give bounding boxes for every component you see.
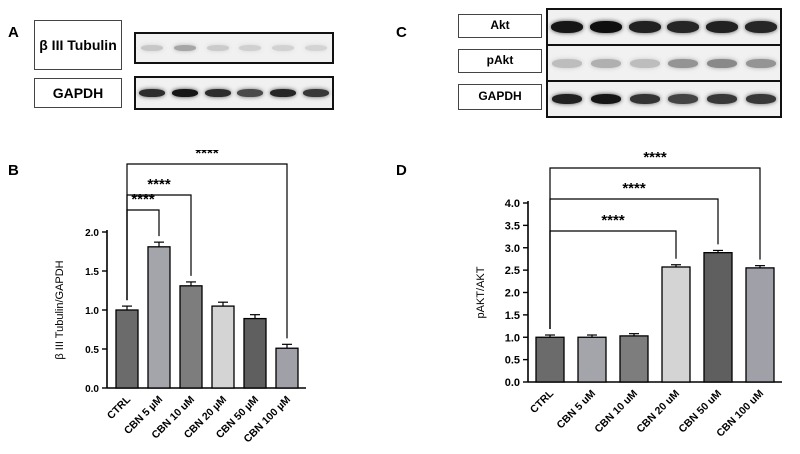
blot-band — [141, 45, 164, 51]
chart-d: 0.00.51.01.52.02.53.03.54.0pAKT/AKTCTRLC… — [475, 150, 782, 439]
y-tick-label: 2.0 — [505, 288, 520, 300]
blot-band — [745, 94, 776, 104]
x-tick-label: CTRL — [105, 393, 134, 422]
y-tick-label: 0.5 — [505, 355, 520, 367]
blot-band — [629, 94, 660, 104]
blot-band — [628, 21, 661, 33]
blot-band — [706, 21, 738, 33]
y-tick-label: 1.0 — [505, 332, 520, 344]
y-axis-label: β III Tubulin/GAPDH — [54, 260, 66, 359]
blot-band — [590, 21, 622, 33]
significance-label: **** — [601, 212, 625, 229]
blot-band — [667, 21, 700, 33]
blot-label-gapdh-a: GAPDH — [34, 78, 122, 108]
blot-label-gapdh-c: GAPDH — [458, 84, 542, 110]
blot-band — [591, 94, 621, 104]
blot-tubulin — [134, 32, 334, 64]
significance-label: **** — [622, 180, 646, 197]
significance-label: **** — [643, 150, 667, 166]
blot-band — [551, 21, 584, 33]
blot-band — [237, 89, 264, 97]
blot-band — [204, 89, 231, 97]
blot-band — [174, 45, 196, 51]
bar — [275, 347, 299, 389]
significance-bracket — [549, 198, 719, 330]
blot-band — [707, 58, 737, 68]
bar — [115, 309, 139, 389]
chart-b: 0.00.51.01.52.0β III Tubulin/GAPDHCTRLCB… — [54, 150, 306, 445]
blot-band — [304, 45, 327, 51]
y-tick-label: 0.0 — [505, 377, 520, 389]
blot-band — [744, 21, 777, 33]
significance-bracket — [126, 163, 288, 339]
y-tick-label: 2.5 — [505, 265, 520, 277]
significance-label: **** — [131, 191, 155, 208]
panel-letter-d: D — [396, 162, 407, 179]
blot-gapdh-a — [134, 76, 334, 110]
bar — [535, 336, 565, 383]
blot-band — [302, 89, 329, 97]
significance-bracket — [549, 230, 677, 330]
significance-label: **** — [195, 150, 219, 162]
blot-band — [139, 89, 166, 97]
blot-band — [668, 58, 699, 68]
panel-letter-b: B — [8, 162, 19, 179]
blot-akt — [546, 8, 782, 46]
bar — [703, 252, 733, 383]
blot-label-pakt: pAkt — [458, 49, 542, 73]
panel-letter-a: A — [8, 24, 19, 41]
bar — [147, 246, 171, 389]
y-tick-label: 2.0 — [85, 228, 99, 239]
x-tick-label: CBN 20 uM — [634, 387, 682, 435]
y-tick-label: 3.5 — [505, 220, 520, 232]
bar — [211, 305, 235, 389]
blot-label-tubulin: β III Tubulin — [34, 20, 122, 70]
blot-band — [272, 45, 294, 51]
significance-label: **** — [147, 176, 171, 193]
blot-band — [591, 58, 621, 68]
blot-band — [668, 94, 699, 104]
blot-label-akt: Akt — [458, 14, 542, 38]
y-tick-label: 1.5 — [85, 267, 99, 278]
blot-band — [239, 45, 262, 51]
blot-band — [629, 58, 660, 68]
blot-band — [172, 89, 198, 97]
y-tick-label: 1.5 — [505, 310, 520, 322]
y-tick-label: 0.5 — [85, 345, 99, 356]
blot-band — [270, 89, 296, 97]
blot-band — [206, 45, 229, 51]
bar — [661, 266, 691, 383]
x-tick-label: CBN 5 uM — [555, 387, 599, 431]
panel-letter-c: C — [396, 24, 407, 41]
bar — [619, 335, 649, 383]
x-tick-label: CTRL — [528, 387, 557, 416]
x-tick-label: CBN 10 uM — [592, 387, 640, 435]
y-axis-label: pAKT/AKT — [475, 266, 487, 318]
blot-band — [552, 58, 583, 68]
bar — [745, 267, 775, 383]
blot-band — [707, 94, 737, 104]
y-tick-label: 4.0 — [505, 198, 520, 210]
bar — [243, 317, 267, 389]
significance-bracket — [549, 167, 761, 330]
y-tick-label: 0.0 — [85, 384, 99, 395]
blot-pakt — [546, 44, 782, 82]
bar — [179, 285, 203, 389]
y-tick-label: 3.0 — [505, 243, 520, 255]
blot-gapdh-c — [546, 80, 782, 118]
bar — [577, 336, 607, 383]
blot-band — [552, 94, 583, 104]
y-tick-label: 1.0 — [85, 306, 99, 317]
blot-band — [745, 58, 776, 68]
